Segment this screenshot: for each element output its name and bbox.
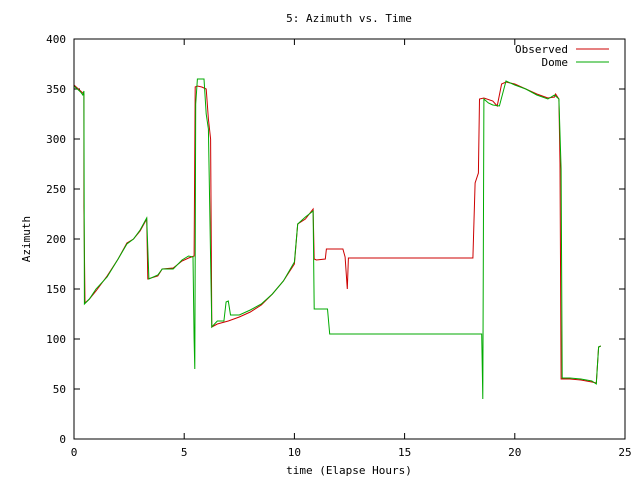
y-tick-label: 300 <box>46 133 66 146</box>
x-tick-label: 20 <box>508 446 521 459</box>
y-tick-label: 350 <box>46 83 66 96</box>
chart-title: 5: Azimuth vs. Time <box>286 12 412 25</box>
y-tick-label: 250 <box>46 183 66 196</box>
plot-frame <box>73 38 626 440</box>
x-tick-label: 25 <box>618 446 631 459</box>
y-tick-label: 0 <box>59 433 66 446</box>
y-tick-label: 100 <box>46 333 66 346</box>
x-tick-label: 5 <box>181 446 188 459</box>
y-tick-label: 200 <box>46 233 66 246</box>
y-tick-label: 50 <box>53 383 66 396</box>
x-axis-label: time (Elapse Hours) <box>286 464 412 477</box>
legend-label-dome: Dome <box>542 56 569 69</box>
x-tick-label: 15 <box>398 446 411 459</box>
x-tick-label: 10 <box>288 446 301 459</box>
series-line-observed <box>73 81 602 384</box>
series-line-dome <box>73 78 602 400</box>
x-tick-label: 0 <box>71 446 78 459</box>
y-tick-label: 400 <box>46 33 66 46</box>
y-axis-label: Azimuth <box>20 216 33 262</box>
legend-label-observed: Observed <box>515 43 568 56</box>
plot-lines <box>73 78 602 400</box>
y-tick-label: 150 <box>46 283 66 296</box>
